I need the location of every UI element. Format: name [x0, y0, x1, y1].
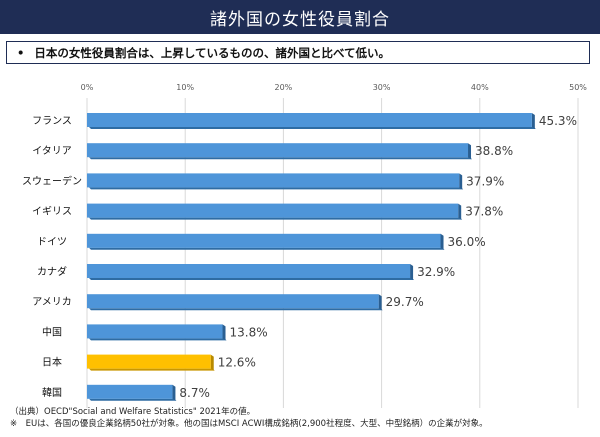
page-title-bar: 諸外国の女性役員割合	[0, 0, 600, 34]
category-label: スウェーデン	[22, 174, 82, 187]
remark-note: ※ EUは、各国の優良企業銘柄50社が対象。他の国はMSCI ACWI構成銘柄(…	[10, 419, 488, 429]
bar	[87, 264, 411, 278]
bar-side	[468, 143, 472, 160]
x-tick-label: 50%	[569, 83, 587, 92]
x-tick-label: 10%	[176, 83, 194, 92]
bar	[87, 233, 441, 248]
value-label: 8.7%	[179, 386, 210, 400]
category-label: アメリカ	[32, 296, 72, 308]
category-label: イギリス	[32, 206, 72, 218]
bar-side	[459, 173, 463, 190]
bar-side	[210, 354, 214, 371]
x-tick-label: 30%	[373, 83, 391, 92]
source-note: （出典）OECD"Social and Welfare Statistics" …	[10, 407, 256, 417]
value-label: 32.9%	[417, 265, 455, 279]
bar-side	[172, 384, 176, 401]
category-label: 日本	[42, 356, 62, 369]
bar-shadow	[89, 157, 473, 160]
value-label: 12.6%	[218, 356, 256, 370]
bar-shadow	[89, 187, 464, 190]
footnotes: （出典）OECD"Social and Welfare Statistics" …	[10, 406, 488, 430]
value-label: 36.0%	[448, 235, 486, 249]
value-label: 38.8%	[475, 144, 513, 158]
bar-side	[410, 264, 414, 280]
female-executive-bar-chart: 0% 10% 20% 30% 40% 50% フランス 45.3% イタリア 38.8% スウェーデ…	[22, 83, 587, 408]
x-tick-label: 40%	[471, 83, 489, 92]
bar	[87, 324, 223, 339]
value-label: 37.8%	[465, 205, 503, 219]
bar	[87, 143, 469, 158]
value-label: 45.3%	[539, 114, 577, 128]
bar-side	[531, 113, 535, 129]
bar	[87, 203, 459, 218]
category-label: イタリア	[32, 145, 72, 157]
bar	[87, 113, 532, 127]
bar-side	[458, 203, 462, 220]
category-label: フランス	[32, 115, 72, 127]
bar-side	[378, 294, 382, 311]
bar	[87, 173, 460, 188]
bar-side	[440, 233, 444, 250]
category-label: 中国	[42, 325, 62, 338]
summary-text: 日本の女性役員割合は、上昇しているものの、諸外国と比べて低い。	[34, 45, 391, 60]
bar-shadow	[89, 247, 445, 250]
bar-shadow	[89, 368, 215, 371]
bar-shadow	[89, 127, 536, 129]
category-label: カナダ	[37, 265, 67, 278]
bar	[87, 354, 211, 369]
bullet-icon: •	[17, 45, 25, 60]
value-label: 37.9%	[466, 174, 504, 188]
bar-shadow	[89, 308, 383, 311]
category-label: 韓国	[42, 387, 62, 399]
bar	[87, 294, 379, 309]
bar-shadow	[89, 398, 177, 401]
summary-box: • 日本の女性役員割合は、上昇しているものの、諸外国と比べて低い。	[6, 41, 590, 64]
value-label: 13.8%	[230, 325, 268, 339]
category-label: ドイツ	[37, 237, 67, 248]
bar-shadow	[89, 338, 227, 341]
bar-shadow	[89, 278, 415, 280]
x-tick-label: 0%	[81, 83, 94, 92]
x-tick-label: 20%	[275, 83, 293, 92]
bar-side	[222, 324, 226, 341]
bar-shadow	[89, 217, 463, 220]
page-title: 諸外国の女性役員割合	[210, 9, 390, 30]
value-label: 29.7%	[386, 295, 424, 309]
bar	[87, 384, 173, 399]
